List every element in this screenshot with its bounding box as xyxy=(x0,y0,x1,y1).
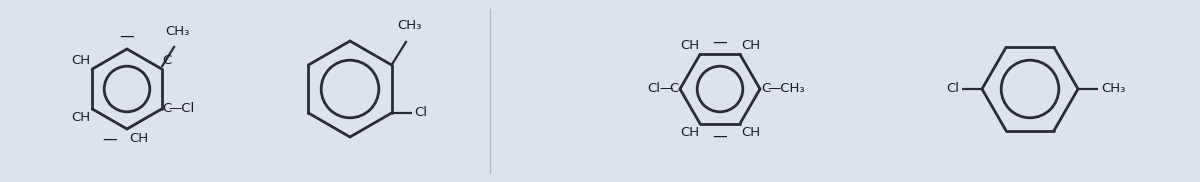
Text: CH₃: CH₃ xyxy=(166,25,190,38)
Text: C: C xyxy=(163,102,172,116)
Text: CH: CH xyxy=(130,132,148,145)
Text: CH: CH xyxy=(680,126,698,139)
Text: Cl: Cl xyxy=(414,106,427,120)
Text: C: C xyxy=(761,82,770,96)
Text: CH: CH xyxy=(742,39,760,52)
Text: C: C xyxy=(163,54,172,67)
Text: —: — xyxy=(102,132,118,147)
Text: —Cl: —Cl xyxy=(169,102,194,116)
Text: CH: CH xyxy=(680,39,698,52)
Text: —CH₃: —CH₃ xyxy=(767,82,805,96)
Text: —: — xyxy=(120,29,134,44)
Text: —: — xyxy=(713,129,727,144)
Text: —: — xyxy=(713,34,727,49)
Text: CH₃: CH₃ xyxy=(397,19,421,32)
Text: CH: CH xyxy=(71,111,90,124)
Text: Cl—: Cl— xyxy=(647,82,673,96)
Text: C: C xyxy=(670,82,679,96)
Text: CH: CH xyxy=(742,126,760,139)
Text: Cl: Cl xyxy=(946,82,959,96)
Text: CH: CH xyxy=(71,54,90,67)
Text: CH₃: CH₃ xyxy=(1102,82,1126,96)
